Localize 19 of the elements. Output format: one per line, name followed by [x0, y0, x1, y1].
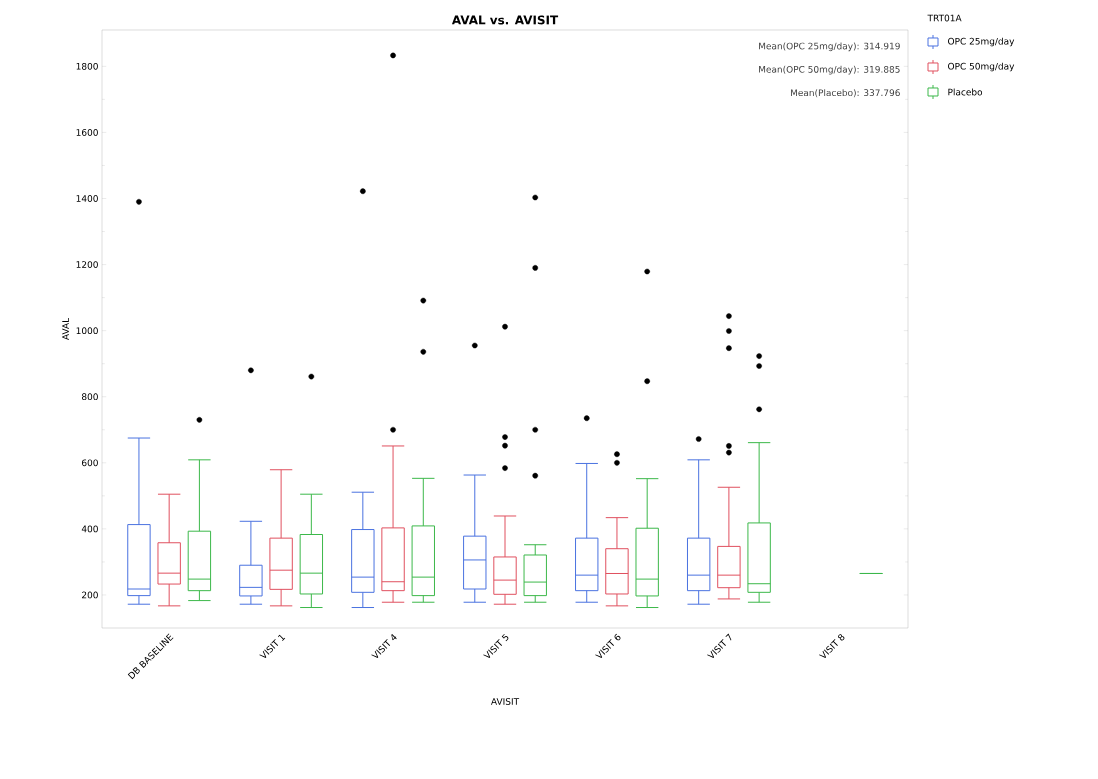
x-axis-title: AVISIT — [490, 698, 520, 705]
y-tick-label: 800 — [81, 393, 98, 401]
legend-label: Placebo — [948, 88, 983, 96]
legend-title: TRT01A — [927, 14, 962, 22]
y-axis-title: AVAL — [62, 317, 69, 341]
y-tick-label: 400 — [81, 525, 98, 533]
legend-label: OPC 50mg/day — [948, 62, 1015, 72]
y-tick-label: 1200 — [76, 261, 98, 268]
y-tick-label: 1000 — [76, 327, 98, 335]
y-tick-label: 1400 — [76, 195, 98, 202]
legend-label: OPC 25mg/day — [948, 37, 1015, 47]
annotation: Mean(Placebo): 337.796 — [790, 89, 900, 98]
annotation: Mean(OPC 50mg/day): 319.885 — [759, 65, 900, 75]
chart-title: AVAL vs. AVISIT — [451, 15, 559, 25]
y-tick-label: 1800 — [76, 62, 98, 70]
y-tick-label: 200 — [82, 591, 98, 599]
y-tick-label: 600 — [81, 459, 98, 467]
y-tick-label: 1600 — [76, 129, 98, 136]
annotation: Mean(OPC 25mg/day): 314.919 — [759, 42, 900, 52]
